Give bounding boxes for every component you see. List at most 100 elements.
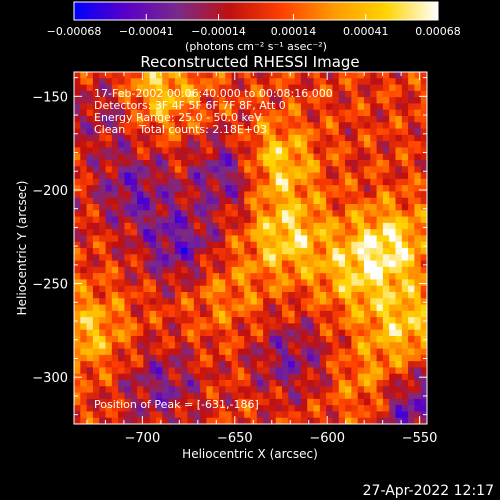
heatmap-cell <box>181 178 189 186</box>
heatmap-cell <box>256 398 264 406</box>
heatmap-cell <box>174 266 182 274</box>
heatmap-cell <box>357 273 365 281</box>
heatmap-cell <box>345 109 352 117</box>
heatmap-cell <box>181 266 189 274</box>
heatmap-cell <box>307 336 315 343</box>
heatmap-cell <box>237 122 245 130</box>
heatmap-cell <box>370 405 378 413</box>
heatmap-cell <box>332 147 340 155</box>
heatmap-cell <box>338 178 346 186</box>
heatmap-cell <box>357 235 365 243</box>
heatmap-cell <box>130 122 138 130</box>
heatmap-cell <box>382 235 390 243</box>
heatmap-cell <box>357 417 365 424</box>
heatmap-cell <box>187 373 195 381</box>
heatmap-cell <box>143 336 151 343</box>
heatmap-cell <box>300 90 308 98</box>
heatmap-cell <box>401 90 409 98</box>
heatmap-cell <box>92 90 100 98</box>
heatmap-cell <box>225 380 233 387</box>
heatmap-cell <box>225 222 233 230</box>
heatmap-cell <box>420 329 427 337</box>
heatmap-cell <box>345 235 352 243</box>
heatmap-cell <box>92 361 100 369</box>
heatmap-cell <box>269 348 277 356</box>
heatmap-cell <box>319 310 327 318</box>
heatmap-cell <box>319 248 327 255</box>
heatmap-cell <box>319 405 327 413</box>
heatmap-cell <box>155 292 163 299</box>
heatmap-cell <box>282 417 289 424</box>
heatmap-cell <box>212 109 220 117</box>
heatmap-cell <box>231 172 239 180</box>
heatmap-cell <box>143 122 151 130</box>
heatmap-cell <box>370 235 378 243</box>
heatmap-cell <box>130 266 138 274</box>
heatmap-cell <box>225 329 233 337</box>
heatmap-cell <box>187 78 195 86</box>
heatmap-cell <box>218 241 226 249</box>
heatmap-cell <box>250 72 258 79</box>
heatmap-cell <box>212 147 220 155</box>
heatmap-cell <box>357 90 365 98</box>
heatmap-cell <box>99 185 107 193</box>
heatmap-cell <box>124 210 132 218</box>
heatmap-cell <box>345 204 352 211</box>
heatmap-cell <box>244 78 252 86</box>
heatmap-cell <box>345 336 352 343</box>
heatmap-cell <box>389 254 397 262</box>
heatmap-cell <box>382 172 390 180</box>
heatmap-cell <box>86 178 94 186</box>
heatmap-cell <box>174 141 182 149</box>
heatmap-cell <box>420 398 427 406</box>
heatmap-cell <box>181 279 189 287</box>
heatmap-cell <box>332 134 340 142</box>
heatmap-cell <box>269 185 277 193</box>
heatmap-cell <box>269 373 277 381</box>
heatmap-cell <box>351 411 359 419</box>
heatmap-cell <box>294 90 302 98</box>
heatmap-cell <box>300 166 308 174</box>
heatmap-cell <box>86 380 94 387</box>
heatmap-cell <box>401 386 409 394</box>
heatmap-cell <box>225 361 233 369</box>
heatmap-cell <box>168 273 176 281</box>
heatmap-cell <box>300 317 308 325</box>
heatmap-cell <box>363 405 371 413</box>
heatmap-cell <box>206 147 214 155</box>
heatmap-cell <box>389 354 397 362</box>
heatmap-cell <box>74 72 81 79</box>
heatmap-cell <box>244 273 252 281</box>
heatmap-cell <box>275 298 283 306</box>
x-tick-label: −600 <box>309 431 345 446</box>
heatmap-cell <box>200 298 207 306</box>
heatmap-cell <box>395 361 403 369</box>
heatmap-cell <box>92 298 100 306</box>
heatmap-cell <box>256 134 264 142</box>
heatmap-cell <box>181 241 189 249</box>
heatmap-cell <box>370 310 378 318</box>
heatmap-cell <box>244 191 252 199</box>
heatmap-cell <box>231 160 239 167</box>
heatmap-cell <box>244 147 252 155</box>
heatmap-cell <box>200 97 207 105</box>
heatmap-cell <box>155 367 163 375</box>
heatmap-cell <box>200 204 207 211</box>
heatmap-cell <box>174 386 182 394</box>
heatmap-cell <box>206 128 214 136</box>
heatmap-cell <box>263 141 271 149</box>
heatmap-cell <box>294 229 302 237</box>
heatmap-cell <box>105 266 113 274</box>
heatmap-cell <box>218 84 226 92</box>
heatmap-cell <box>193 78 201 86</box>
heatmap-cell <box>414 266 422 274</box>
heatmap-cell <box>80 185 88 193</box>
heatmap-cell <box>307 160 315 167</box>
heatmap-cell <box>263 405 271 413</box>
heatmap-cell <box>288 197 296 205</box>
heatmap-cell <box>162 354 170 362</box>
heatmap-cell <box>168 78 176 86</box>
heatmap-cell <box>282 191 289 199</box>
heatmap-cell <box>181 373 189 381</box>
heatmap-cell <box>155 298 163 306</box>
